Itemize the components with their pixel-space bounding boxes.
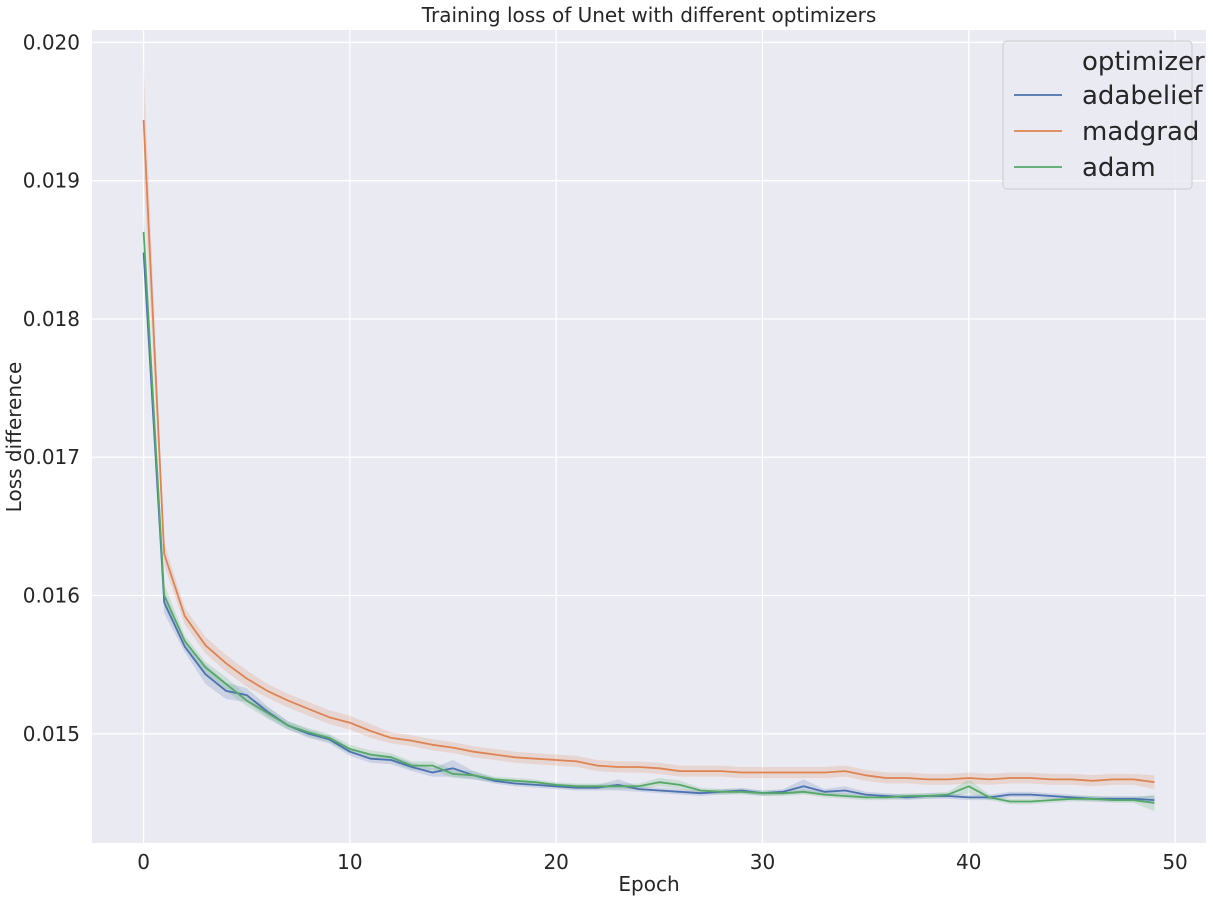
y-tick-label: 0.018 [23,307,80,331]
x-tick-label: 10 [337,850,362,874]
x-tick-label: 30 [750,850,775,874]
legend-title: optimizer [1082,47,1205,77]
y-tick-labels: 0.015 0.016 0.017 0.018 0.019 0.020 [23,30,80,745]
chart-title: Training loss of Unet with different opt… [421,3,877,27]
y-tick-label: 0.017 [23,445,80,469]
x-tick-label: 40 [956,850,981,874]
legend-label-adabelief: adabelief [1082,81,1203,111]
legend: optimizer adabelief madgrad adam [1002,40,1205,190]
legend-label-adam: adam [1082,153,1156,183]
y-axis-label: Loss difference [2,362,26,513]
x-tick-labels: 0 10 20 30 40 50 [137,850,1188,874]
x-axis-label: Epoch [618,872,679,896]
x-tick-label: 50 [1162,850,1187,874]
adabelief-line [142,252,1155,801]
madgrad-line [142,119,1155,784]
legend-label-madgrad: madgrad [1082,117,1199,147]
y-tick-label: 0.015 [23,722,80,746]
y-tick-label: 0.020 [23,30,80,54]
y-tick-label: 0.019 [23,169,80,193]
y-tick-label: 0.016 [23,584,80,608]
x-tick-label: 20 [543,850,568,874]
series-lines [142,119,1155,804]
legend-box [1002,40,1193,190]
x-tick-label: 0 [137,850,150,874]
adam-line [142,231,1155,804]
